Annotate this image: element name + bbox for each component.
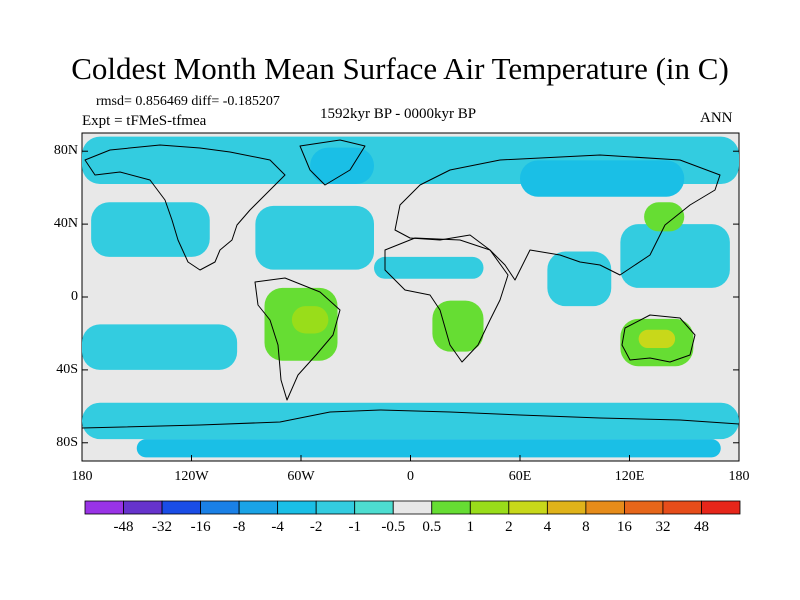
colorbar-label: 16 xyxy=(616,519,632,535)
colorbar-swatch xyxy=(624,500,664,515)
colorbar-swatch xyxy=(431,500,471,515)
anomaly-fill-layer xyxy=(82,136,739,458)
colorbar-swatch xyxy=(508,500,548,515)
anomaly-region-greenland-cooling xyxy=(310,147,374,185)
anomaly-region-north-africa-arabia-cooling xyxy=(374,256,484,279)
colorbar-label: -48 xyxy=(113,519,134,535)
anomaly-region-southern-ocean-cooling xyxy=(82,402,739,440)
colorbar-swatch xyxy=(84,500,124,515)
anomaly-region-southern-africa-warming xyxy=(432,300,484,352)
colorbar-swatch xyxy=(701,500,741,515)
colorbar-label: 1 xyxy=(466,519,475,535)
coastline-south-america xyxy=(254,277,341,401)
colorbar-swatch xyxy=(392,500,433,515)
colorbar-swatch xyxy=(354,500,394,515)
colorbar-swatch xyxy=(200,500,240,515)
colorbar-label: -32 xyxy=(152,519,173,535)
anomaly-region-east-asia-warming xyxy=(644,202,685,232)
colorbar-label: -2 xyxy=(309,519,323,535)
colorbar-swatch xyxy=(277,500,317,515)
colorbar-label: -4 xyxy=(271,519,284,535)
colorbar-label: 0.5 xyxy=(422,519,442,535)
colorbar-swatch xyxy=(585,500,625,515)
colorbar-swatch xyxy=(469,500,510,515)
stats-line: rmsd= 0.856469 diff= -0.185207 xyxy=(96,94,280,109)
anomaly-region-central-australia-warming xyxy=(638,329,676,349)
colorbar-label: -16 xyxy=(190,519,211,535)
season-label: ANN xyxy=(700,110,733,126)
colorbar-label: 48 xyxy=(693,519,709,535)
anomaly-region-west-pacific-cooling xyxy=(620,224,730,288)
colorbar-label: 2 xyxy=(505,519,513,535)
colorbar-swatch xyxy=(161,500,201,515)
lat-tick-label: 40N xyxy=(53,216,78,232)
coastline-antarctica xyxy=(81,409,740,429)
coastline-layer xyxy=(81,139,740,429)
experiment-line: Expt = tFMeS-tfmea xyxy=(82,113,207,129)
lon-tick-label: 0 xyxy=(407,469,414,484)
coastline-greenland xyxy=(299,139,366,186)
lat-tick-label: 0 xyxy=(71,289,78,304)
lon-tick-label: 120W xyxy=(174,469,209,484)
anomaly-region-siberia-cooling xyxy=(520,160,685,197)
coastline-north-america xyxy=(84,144,286,271)
colorbar-label: 8 xyxy=(582,519,590,535)
period-label: 1592kyr BP - 0000kyr BP xyxy=(320,106,477,122)
anomaly-region-brazil-warming xyxy=(291,306,329,334)
colorbar-label: -0.5 xyxy=(381,519,406,535)
colorbar-swatch xyxy=(238,500,279,515)
colorbar-label: -8 xyxy=(232,519,246,535)
lat-tick-label: 80S xyxy=(56,434,78,450)
lon-tick-label: 60W xyxy=(287,469,315,484)
anomaly-region-north-atlantic-cooling xyxy=(255,205,374,270)
anomaly-region-antarctic-cooling xyxy=(136,439,721,458)
lat-tick-label: 40S xyxy=(56,361,78,377)
colorbar-label: -1 xyxy=(348,519,361,535)
coastline-australia xyxy=(621,314,696,363)
anomaly-region-north-indian-cooling xyxy=(547,251,612,307)
coastline-eurasia xyxy=(394,154,721,281)
coastline-africa xyxy=(384,237,509,363)
colorbar-swatch xyxy=(123,500,163,515)
anomaly-region-south-pacific-cooling xyxy=(82,324,238,370)
colorbar-label: 32 xyxy=(655,519,671,535)
lon-tick-label: 180 xyxy=(728,469,750,484)
lon-tick-label: 60E xyxy=(508,469,532,484)
colorbar-swatch xyxy=(315,500,356,515)
anomaly-region-north-pacific-cooling xyxy=(91,202,210,257)
colorbar-label: 4 xyxy=(543,519,552,535)
colorbar-swatch xyxy=(546,500,587,515)
lon-tick-label: 180 xyxy=(71,469,93,484)
map-title: Coldest Month Mean Surface Air Temperatu… xyxy=(71,51,729,86)
colorbar-swatch xyxy=(662,500,702,515)
lon-tick-label: 120E xyxy=(614,469,645,484)
lat-tick-label: 80N xyxy=(53,143,78,159)
